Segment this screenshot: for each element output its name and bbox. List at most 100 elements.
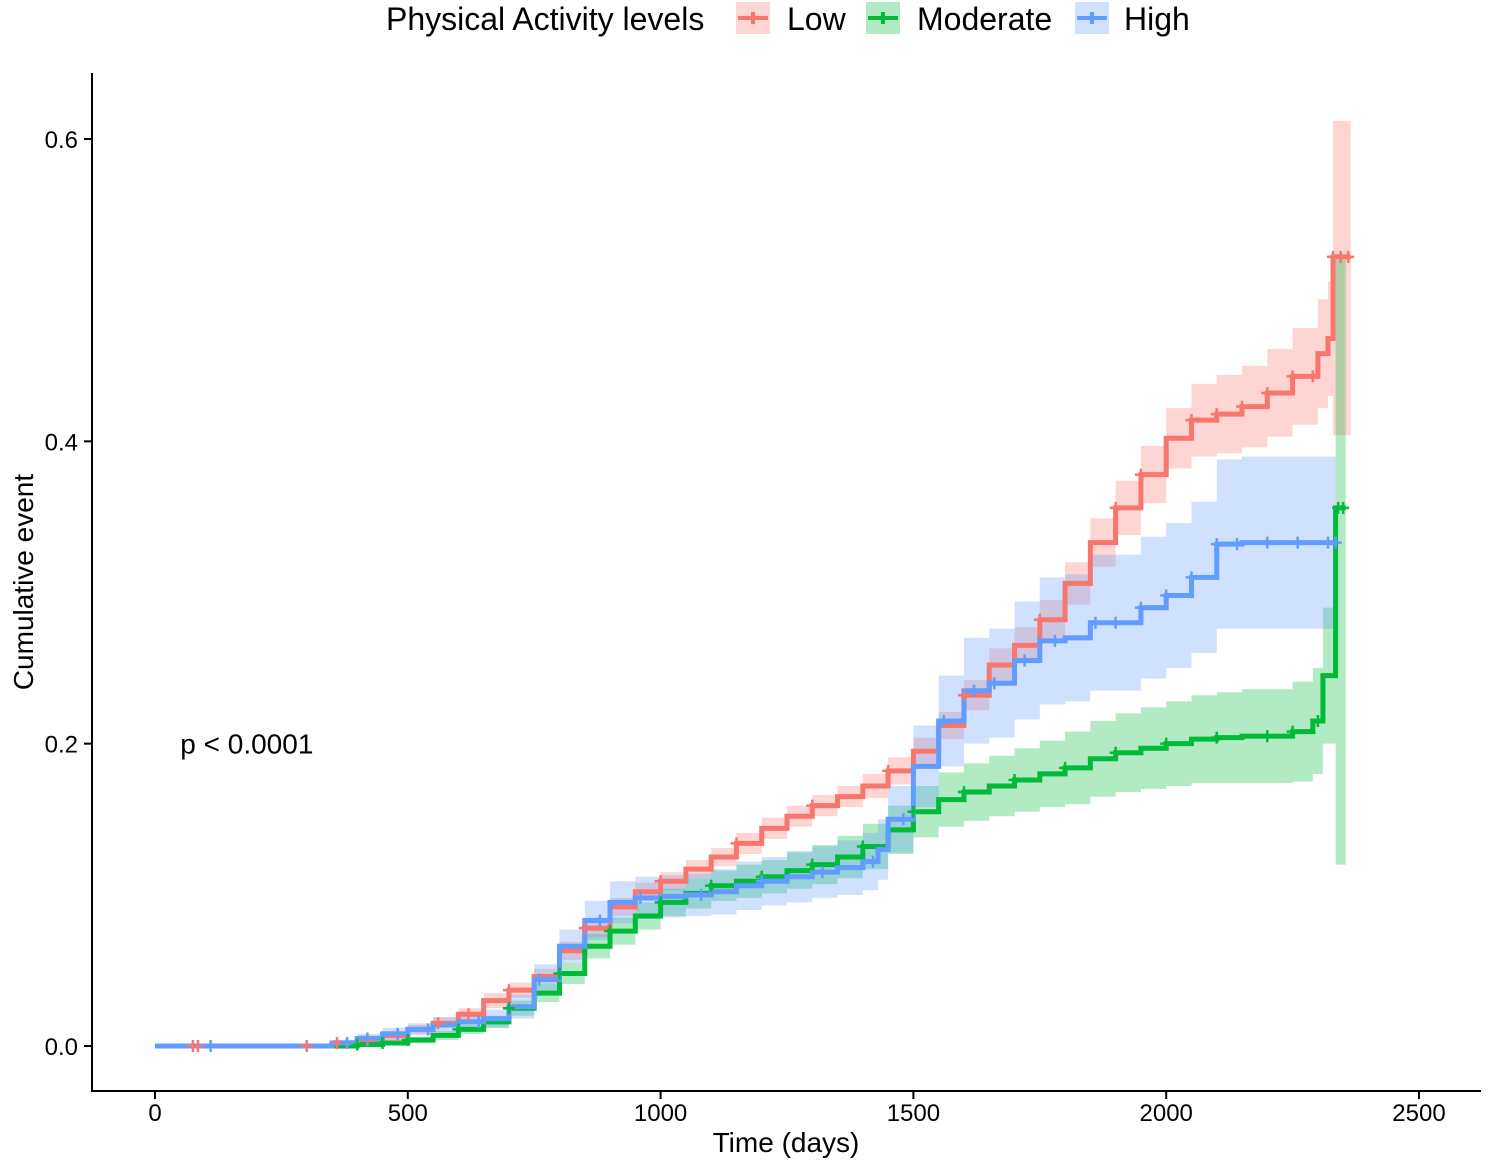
legend-key-line-high [1077, 12, 1107, 24]
censor-mark-low [1134, 468, 1147, 481]
confidence-band-moderate [155, 259, 1346, 1046]
censor-mark-low [1109, 501, 1122, 514]
censor-mark-moderate [806, 858, 819, 871]
censor-mark-moderate [502, 1002, 515, 1015]
censor-mark-low [331, 1036, 344, 1049]
censor-mark-high [341, 1036, 354, 1049]
censor-mark-low [578, 922, 591, 935]
censor-mark-moderate [907, 805, 920, 818]
y-tick-label: 0.6 [45, 127, 78, 154]
censor-mark-low [806, 799, 819, 812]
confidence-band-high [155, 456, 1336, 1046]
x-axis-ticks: 0 500 1000 1500 2000 2500 [148, 1091, 1446, 1127]
censor-mark-high [1261, 536, 1274, 549]
censor-mark-high [533, 973, 546, 986]
censor-mark-high [391, 1027, 404, 1040]
x-tick-label: 500 [388, 1100, 428, 1127]
censor-mark-moderate [705, 879, 718, 892]
censor-mark-low [432, 1017, 445, 1030]
censor-mark-high [634, 891, 647, 904]
censor-mark-low [300, 1040, 313, 1052]
censor-mark-moderate [957, 786, 970, 799]
censor-mark-low [1342, 250, 1355, 263]
censor-mark-low [1033, 613, 1046, 626]
censor-mark-high [816, 866, 829, 879]
censor-mark-moderate [1261, 730, 1274, 743]
censor-mark-low [1286, 370, 1299, 383]
censor-mark-moderate [604, 925, 617, 938]
censor-mark-moderate [1210, 731, 1223, 744]
censor-marks [186, 250, 1355, 1052]
censor-mark-high [1134, 601, 1147, 614]
censor-mark-high [1048, 634, 1061, 647]
legend-item-low: Low [736, 1, 847, 37]
censor-mark-moderate [401, 1033, 414, 1046]
legend-key-line-low [738, 12, 768, 24]
censor-mark-high [204, 1040, 217, 1052]
censor-mark-high [1291, 536, 1304, 549]
censor-mark-high [866, 855, 879, 868]
curve-moderate [155, 505, 1346, 1049]
censor-mark-low [462, 1008, 475, 1021]
censor-mark-moderate [1109, 746, 1122, 759]
censor-mark-low [1236, 400, 1249, 413]
censor-mark-high [472, 1015, 485, 1028]
legend-item-moderate: Moderate [866, 1, 1052, 37]
censor-mark-low [191, 1040, 204, 1052]
censor-mark-high [1109, 616, 1122, 629]
censor-mark-high [593, 914, 606, 927]
censor-mark-low [1306, 370, 1319, 383]
censor-mark-high [937, 714, 950, 727]
censor-mark-high [1185, 571, 1198, 584]
censor-mark-low [882, 764, 895, 777]
censor-mark-moderate [1008, 773, 1021, 786]
censor-mark-high [1230, 538, 1243, 551]
censor-mark-moderate [452, 1023, 465, 1036]
x-axis-label: Time (days) [713, 1127, 860, 1158]
censor-mark-moderate [376, 1036, 389, 1049]
censor-mark-high [1329, 536, 1342, 549]
x-tick-label: 0 [148, 1100, 161, 1127]
legend: Physical Activity levels Low Moderate High [386, 1, 1190, 37]
censor-mark-high [755, 875, 768, 888]
censor-mark-low [1185, 414, 1198, 427]
y-axis-ticks: 0.0 0.2 0.4 0.6 [45, 127, 92, 1061]
censor-mark-high [1089, 616, 1102, 629]
censor-mark-low [730, 837, 743, 850]
censor-mark-high [1018, 654, 1031, 667]
censor-mark-high [361, 1032, 374, 1045]
censor-mark-moderate [1160, 737, 1173, 750]
censor-mark-moderate [1337, 501, 1350, 514]
censor-mark-high [968, 684, 981, 697]
censor-mark-moderate [351, 1038, 364, 1051]
censor-mark-moderate [553, 967, 566, 980]
y-tick-label: 0.2 [45, 732, 78, 759]
legend-title: Physical Activity levels [386, 1, 704, 37]
censor-mark-high [897, 813, 910, 826]
censor-mark-low [1210, 408, 1223, 421]
y-axis-label: Cumulative event [8, 474, 39, 691]
legend-label-low: Low [787, 1, 847, 37]
legend-label-high: High [1124, 1, 1190, 37]
censor-mark-high [695, 888, 708, 901]
x-tick-label: 2000 [1140, 1100, 1193, 1127]
y-tick-label: 0.4 [45, 429, 78, 456]
legend-item-high: High [1075, 1, 1190, 37]
legend-label-moderate: Moderate [917, 1, 1052, 37]
censor-mark-low [654, 875, 667, 888]
x-tick-label: 1500 [887, 1100, 940, 1127]
confidence-bands [155, 120, 1351, 1047]
censor-mark-moderate [654, 896, 667, 909]
censor-mark-high [422, 1023, 435, 1036]
x-tick-label: 1000 [634, 1100, 687, 1127]
y-tick-label: 0.0 [45, 1034, 78, 1061]
censor-mark-high [1210, 538, 1223, 551]
censor-mark-low [502, 984, 515, 997]
legend-entries: Low Moderate High [736, 1, 1190, 37]
p-value-annotation: p < 0.0001 [180, 729, 313, 760]
censor-mark-high [1160, 589, 1173, 602]
censor-mark-low [1261, 386, 1274, 399]
censor-mark-moderate [1286, 725, 1299, 738]
censor-mark-low [957, 689, 970, 702]
